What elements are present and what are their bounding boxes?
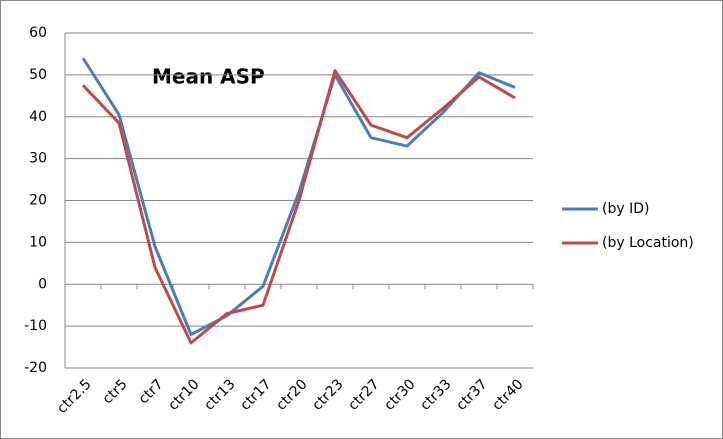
chart-title: Mean ASP [152, 65, 265, 89]
y-tick-label: -10 [24, 318, 47, 334]
y-tick-label: -20 [24, 360, 47, 376]
y-tick-label: 40 [29, 109, 47, 125]
legend-label: (by Location) [602, 235, 694, 251]
y-tick-label: 30 [29, 151, 47, 167]
y-tick-label: 10 [29, 234, 47, 250]
y-tick-label: 0 [38, 276, 47, 292]
y-tick-label: 50 [29, 67, 47, 83]
line-series [81, 57, 516, 336]
legend-label: (by ID) [602, 201, 649, 217]
line-series [81, 69, 516, 345]
y-tick-label: 20 [29, 193, 47, 209]
y-tick-label: 60 [29, 25, 47, 41]
